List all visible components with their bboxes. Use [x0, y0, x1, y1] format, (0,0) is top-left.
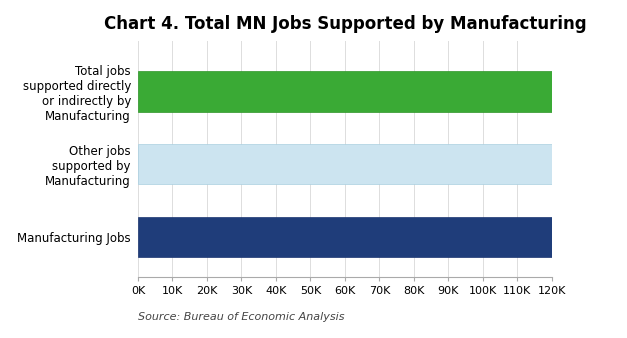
Bar	[138, 72, 627, 112]
Text: Source: Bureau of Economic Analysis: Source: Bureau of Economic Analysis	[138, 312, 344, 322]
Bar	[138, 144, 627, 184]
Title: Chart 4. Total MN Jobs Supported by Manufacturing: Chart 4. Total MN Jobs Supported by Manu…	[103, 16, 586, 33]
Bar	[138, 217, 627, 257]
